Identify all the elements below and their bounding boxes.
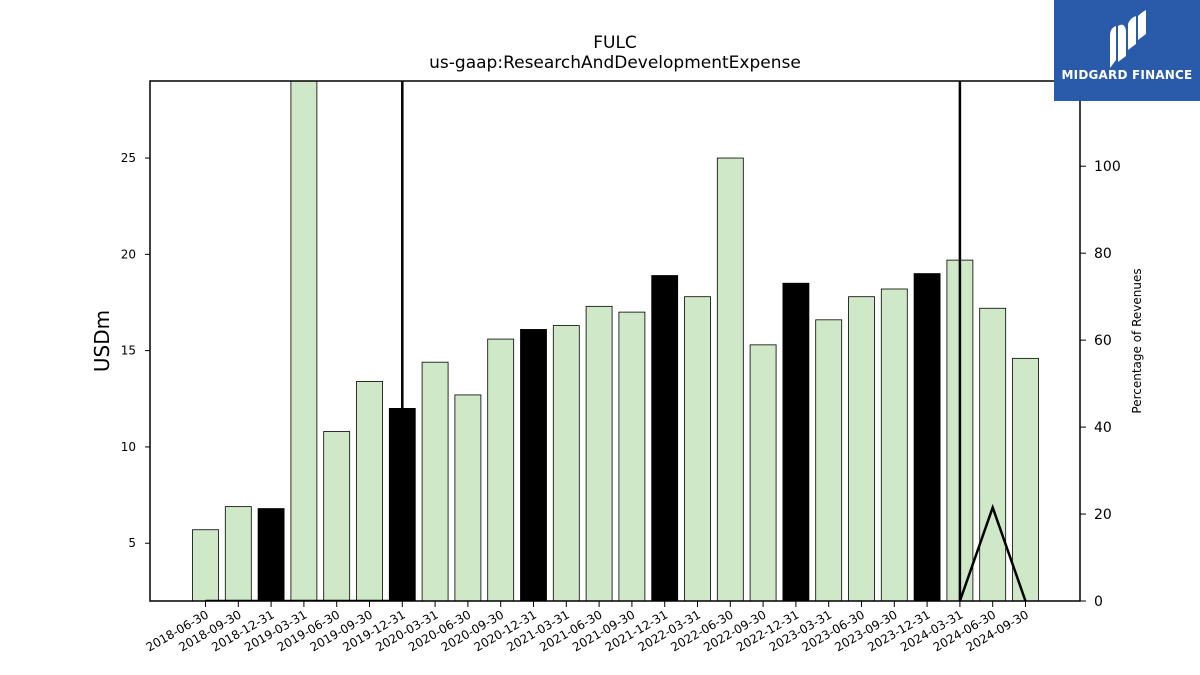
bar-2019-03-31 (290, 81, 318, 601)
bar-2021-09-30 (618, 311, 646, 601)
bar-2018-09-30 (224, 506, 252, 601)
bar-2024-09-30 (1012, 357, 1039, 601)
chart-subtitle: us-gaap:ResearchAndDevelopmentExpense (429, 53, 801, 73)
percentage-line (205, 81, 1027, 601)
bar-2024-06-30 (979, 307, 1007, 601)
y-tick-label: 20 (121, 247, 136, 261)
bar-2022-09-30 (749, 344, 777, 601)
bar-2018-12-31 (257, 508, 285, 601)
bar-2021-06-30 (585, 305, 613, 601)
y-tick-label: 10 (121, 440, 136, 454)
y2-tick-label: 0 (1094, 594, 1103, 610)
brand-logo: MIDGARD FINANCE (1054, 0, 1200, 101)
bar-2023-06-30 (848, 296, 875, 601)
y2-axis: 0 20 40 60 80 100 (1080, 159, 1121, 610)
y2-axis-label: Percentage of Revenues (1130, 268, 1144, 413)
bar-2021-03-31 (552, 325, 580, 601)
chart-title: FULC (593, 33, 637, 53)
logo-text: MIDGARD FINANCE (1061, 68, 1193, 82)
y-axis: 5 10 15 20 25 (121, 151, 150, 550)
y2-tick-label: 40 (1094, 420, 1112, 436)
y-tick-label: 25 (121, 151, 136, 165)
midgard-logo-icon (1110, 10, 1146, 68)
bar-2023-12-31 (913, 273, 941, 601)
percentage-series-line (205, 81, 1027, 601)
y-tick-label: 15 (121, 344, 136, 358)
bars (192, 81, 1039, 601)
y2-tick-label: 100 (1094, 159, 1121, 175)
bar-2023-03-31 (815, 319, 843, 601)
bar-2021-12-31 (651, 275, 679, 601)
bar-2019-06-30 (323, 431, 351, 601)
bar-2020-12-31 (520, 329, 547, 601)
bar-2022-12-31 (782, 282, 810, 601)
y2-tick-label: 60 (1094, 333, 1112, 349)
bar-2020-06-30 (454, 394, 482, 601)
bar-2020-03-31 (421, 361, 449, 601)
y-axis-label: USDm (90, 310, 114, 372)
bar-2020-09-30 (487, 338, 515, 601)
bar-2019-09-30 (356, 381, 383, 601)
y-tick-label: 5 (128, 536, 136, 550)
bar-2022-06-30 (716, 157, 744, 601)
plot-frame (149, 80, 1081, 602)
bar-2018-06-30 (192, 529, 219, 601)
y2-tick-label: 20 (1094, 507, 1112, 523)
bar-2023-09-30 (880, 288, 908, 601)
bar-2022-03-31 (684, 296, 711, 601)
y2-tick-label: 80 (1094, 246, 1112, 262)
x-axis: 2018-06-302018-09-302018-12-312019-03-31… (144, 601, 1031, 654)
